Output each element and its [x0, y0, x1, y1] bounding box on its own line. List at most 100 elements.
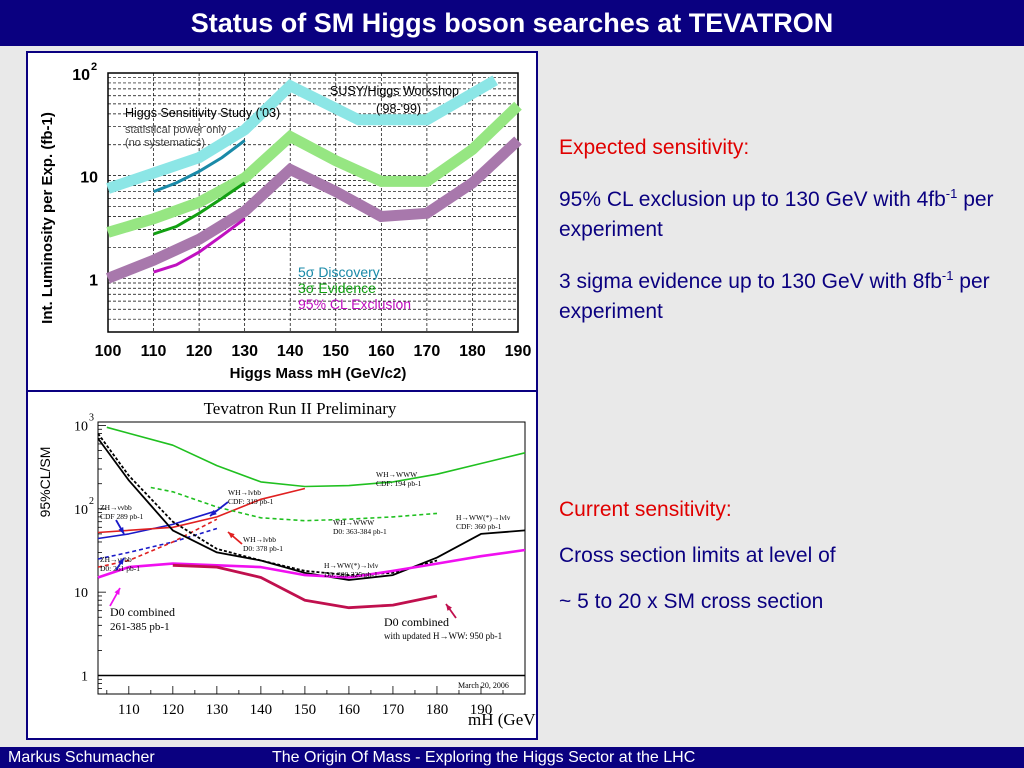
arrow-zh-cdf-head — [118, 527, 124, 534]
workshop-annotation: SUSY/Higgs Workshop — [330, 84, 459, 98]
legend-entry: 3σ Evidence — [298, 280, 376, 296]
y-tick-label: 10 — [74, 586, 88, 601]
y-tick-exponent: 2 — [89, 496, 94, 507]
y-tick-label: 10 — [80, 170, 98, 187]
x-tick-label: 120 — [186, 343, 213, 360]
label-hww-d0: H→WW(*)→lνlν — [324, 561, 379, 570]
label-www-d0-lumi: D0: 363-384 pb-1 — [333, 527, 387, 536]
series-wh-d0 — [97, 518, 218, 568]
series-www-cdf — [106, 426, 526, 488]
series-www-d0 — [150, 486, 438, 522]
x-tick-label: 180 — [426, 702, 449, 718]
plot-frame — [97, 421, 526, 695]
legend-entry: 95% CL Exclusion — [298, 296, 411, 312]
legend-entry: 5σ Discovery — [298, 264, 380, 280]
y-tick-label: 10 — [74, 503, 88, 518]
label-zh-cdf-lumi: CDF 289 pb-1 — [100, 512, 144, 521]
sm-ratio-statement: ~ 5 to 20 x SM cross section — [559, 590, 824, 613]
label-wh-d0-lumi: D0: 378 pb-1 — [243, 544, 283, 553]
series-d0-combined-updated — [172, 563, 438, 610]
label-d0-combined-lumi: 261-385 pb-1 — [110, 621, 170, 633]
label-wh-cdf: WH→lνbb — [228, 488, 261, 497]
label-wh-d0: WH→lνbb — [243, 535, 276, 544]
x-tick-label: 190 — [505, 343, 532, 360]
x-tick-label: 170 — [382, 702, 405, 718]
date-label: March 20, 2006 — [458, 681, 509, 690]
luminosity-plot-panel: 100 110 120 130 140 150 160 170 180 190 1 10 10 2 Int.… — [26, 51, 538, 392]
x-tick-label: 190 — [470, 702, 493, 718]
label-wh-cdf-lumi: CDF: 319 pb-1 — [228, 497, 274, 506]
label-zh-d0: ZH→ννbb — [100, 555, 132, 564]
y-axis-label: 95%CL/SM — [37, 447, 53, 518]
series-wh-cdf — [97, 487, 306, 534]
label-www-cdf: WH→WWW — [376, 470, 418, 479]
label-www-cdf-lumi: CDF: 194 pb-1 — [376, 479, 422, 488]
exclusion-statement: 95% CL exclusion up to 130 GeV with 4fb-… — [559, 186, 994, 241]
footer: Markus Schumacher The Origin Of Mass - E… — [0, 747, 1024, 768]
x-tick-label: 130 — [206, 702, 229, 718]
expected-sensitivity-text: Expected sensitivity: 95% CL exclusion u… — [559, 133, 1004, 327]
x-tick-label: 150 — [322, 343, 349, 360]
series-susy-exclusion — [105, 136, 522, 284]
arrow-d0-combined-head — [114, 588, 120, 595]
label-d0-combined-updated-lumi: with updated H→WW: 950 pb-1 — [384, 631, 502, 641]
slide-title: Status of SM Higgs boson searches at TEV… — [0, 0, 1024, 46]
arrow-d0-combined-updated-head — [446, 604, 452, 611]
x-axis-label: Higgs Mass mH (GeV/c2) — [230, 365, 407, 382]
workshop-years: ('98-'99) — [376, 102, 421, 116]
x-tick-label: 150 — [294, 702, 317, 718]
evidence-statement: 3 sigma evidence up to 130 GeV with 8fb-… — [559, 268, 990, 323]
study-note-1: statistical power only — [125, 124, 227, 136]
expected-sensitivity-heading: Expected sensitivity: — [559, 136, 750, 159]
current-sensitivity-heading: Current sensitivity: — [559, 498, 732, 521]
x-tick-label: 100 — [95, 343, 122, 360]
series-study-discovery — [153, 139, 246, 194]
x-tick-label: 180 — [459, 343, 486, 360]
y-tick-exponent: 3 — [89, 412, 94, 423]
y-tick-label: 10 — [74, 419, 88, 434]
label-zh-cdf: ZH→ννbb — [100, 503, 132, 512]
label-d0-combined-updated: D0 combined — [384, 615, 449, 629]
chart-title: Tevatron Run II Preliminary — [204, 399, 397, 418]
x-tick-label: 170 — [414, 343, 441, 360]
arrow-wh-d0-head — [228, 532, 235, 539]
x-tick-label: 120 — [162, 702, 185, 718]
x-tick-label: 160 — [338, 702, 361, 718]
y-tick-exponent: 2 — [91, 61, 97, 73]
y-tick-label: 10 — [72, 67, 90, 84]
y-tick-label: 1 — [81, 670, 88, 685]
cross-section-statement: Cross section limits at level of — [559, 544, 836, 567]
x-tick-label: 140 — [277, 343, 304, 360]
study-annotation: Higgs Sensitivity Study ('03) — [125, 106, 280, 120]
arrow-zh-d0-head — [118, 558, 124, 565]
label-d0-combined: D0 combined — [110, 605, 175, 619]
series-hww-cdf — [97, 437, 526, 581]
x-axis-label: mH (GeV) — [468, 710, 536, 729]
label-hww-cdf: H→WW(*)→lνlν — [456, 513, 511, 522]
y-tick-label: 1 — [89, 272, 98, 289]
study-note-2: (no systematics) — [125, 137, 205, 149]
x-tick-label: 130 — [231, 343, 258, 360]
cross-section-limit-plot-panel: Tevatron Run II Preliminary 110 120 130 140 1… — [26, 390, 538, 740]
y-axis-label: Int. Luminosity per Exp. (fb-1) — [39, 112, 56, 324]
arrow-wh-cdf-head — [210, 509, 217, 516]
series-study-exclusion — [153, 217, 246, 274]
footer-talk-title: The Origin Of Mass - Exploring the Higgs… — [272, 749, 696, 766]
series-d0-combined — [97, 548, 526, 579]
x-tick-label: 140 — [250, 702, 273, 718]
label-www-d0: WH→WWW — [333, 518, 375, 527]
x-tick-label: 160 — [368, 343, 395, 360]
series-susy-evidence — [106, 101, 522, 238]
footer-author: Markus Schumacher — [8, 749, 155, 766]
plot-frame — [107, 72, 519, 333]
label-zh-d0-lumi: D0: 261 pb-1 — [100, 564, 140, 573]
x-tick-label: 110 — [141, 343, 167, 360]
series-study-evidence — [153, 181, 246, 236]
current-sensitivity-text: Current sensitivity: Cross section limit… — [559, 495, 1004, 617]
label-hww-d0-lumi: D0: 300-325 pb-1 — [324, 570, 378, 579]
x-tick-label: 110 — [118, 702, 140, 718]
series-susy-discovery — [106, 75, 498, 194]
label-hww-cdf-lumi: CDF: 360 pb-1 — [456, 522, 502, 531]
